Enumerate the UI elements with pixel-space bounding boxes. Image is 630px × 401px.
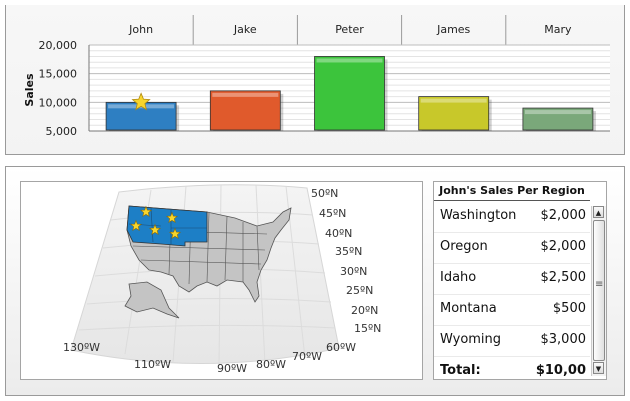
lat-label: 15ºN [354, 322, 382, 335]
map-canvas [70, 184, 340, 367]
grip-icon: ≡ [595, 279, 604, 290]
total-row: Total: $10,00 [434, 356, 590, 387]
category-label: Jake [233, 23, 257, 36]
bar-mary[interactable] [522, 107, 596, 131]
bar-highlight [420, 98, 487, 103]
lat-label: 45ºN [319, 207, 347, 220]
list-item[interactable]: Idaho $2,500 [434, 263, 590, 295]
list-item[interactable]: Washington $2,000 [434, 201, 590, 233]
category-label: Peter [335, 23, 364, 36]
bar-highlight [316, 58, 383, 63]
lat-label: 35ºN [335, 245, 363, 258]
region-list-title: John's Sales Per Region [434, 182, 590, 201]
lat-label: 40ºN [325, 227, 353, 240]
lon-label: 70ºW [292, 350, 323, 363]
state-name: Idaho [440, 270, 477, 285]
total-value: $10,00 [535, 363, 586, 378]
scroll-thumb[interactable]: ≡ [593, 220, 605, 361]
category-label: John [128, 23, 153, 36]
us-map[interactable]: 50ºN 45ºN 40ºN 35ºN 30ºN 25ºN 20ºN 15ºN … [20, 181, 423, 380]
y-tick-label: 20,000 [39, 39, 78, 52]
bar-jake[interactable] [209, 90, 284, 131]
state-name: Oregon [440, 239, 488, 254]
state-sales: $3,000 [540, 332, 587, 347]
state-sales: $2,000 [540, 208, 587, 223]
star-icon [166, 211, 178, 224]
bar[interactable] [105, 101, 177, 131]
vertical-scrollbar[interactable]: ▲ ≡ ▼ [591, 206, 606, 376]
state-name: Washington [440, 208, 517, 223]
star-icon [130, 219, 142, 232]
lat-label: 30ºN [340, 265, 368, 278]
highlighted-states-region [126, 205, 208, 247]
category-label: James [436, 23, 470, 36]
lat-label: 20ºN [351, 304, 379, 317]
lon-label: 90ºW [217, 362, 248, 375]
star-icon [140, 205, 152, 218]
bar-highlight [212, 92, 279, 97]
lon-label: 60ºW [326, 341, 357, 354]
category-label: Mary [544, 23, 572, 36]
star-icon [131, 92, 151, 111]
state-borders [128, 209, 268, 285]
lon-label: 110ºW [134, 358, 172, 371]
star-icon [131, 92, 151, 111]
bar-highlight [524, 110, 591, 115]
y-tick-label: 5,000 [46, 125, 78, 138]
lat-label: 50ºN [311, 187, 339, 200]
region-sales-list: John's Sales Per Region Washington $2,00… [433, 181, 607, 380]
star-icon [169, 227, 181, 240]
y-tick-label: 10,000 [39, 96, 78, 109]
state-name: Wyoming [440, 332, 502, 347]
bar[interactable] [314, 56, 385, 131]
bar[interactable] [522, 107, 594, 131]
lon-label: 80ºW [256, 358, 287, 371]
lat-label: 25ºN [346, 284, 374, 297]
state-sales: $2,500 [540, 270, 587, 285]
lon-label: 130ºW [63, 341, 101, 354]
list-item[interactable]: Wyoming $3,000 [434, 325, 590, 357]
scroll-down-button[interactable]: ▼ [593, 362, 604, 374]
y-axis-label: Sales [23, 73, 36, 107]
state-sales: $2,000 [540, 239, 587, 254]
list-item[interactable]: Oregon $2,000 [434, 232, 590, 264]
bar-peter[interactable] [314, 56, 388, 131]
bar[interactable] [418, 96, 490, 131]
bar-james[interactable] [418, 96, 492, 131]
state-sales: $500 [552, 301, 586, 316]
star-icon [149, 223, 161, 236]
list-item[interactable]: Montana $500 [434, 294, 590, 326]
scroll-up-button[interactable]: ▲ [593, 206, 604, 218]
y-tick-label: 15,000 [39, 68, 78, 81]
state-name: Montana [440, 301, 497, 316]
sales-bar-chart: John Jake Peter James Mary 20,000 15,000 10,00… [23, 15, 610, 138]
bar[interactable] [209, 90, 281, 131]
alaska-shape [124, 281, 180, 319]
total-label: Total: [440, 363, 481, 378]
